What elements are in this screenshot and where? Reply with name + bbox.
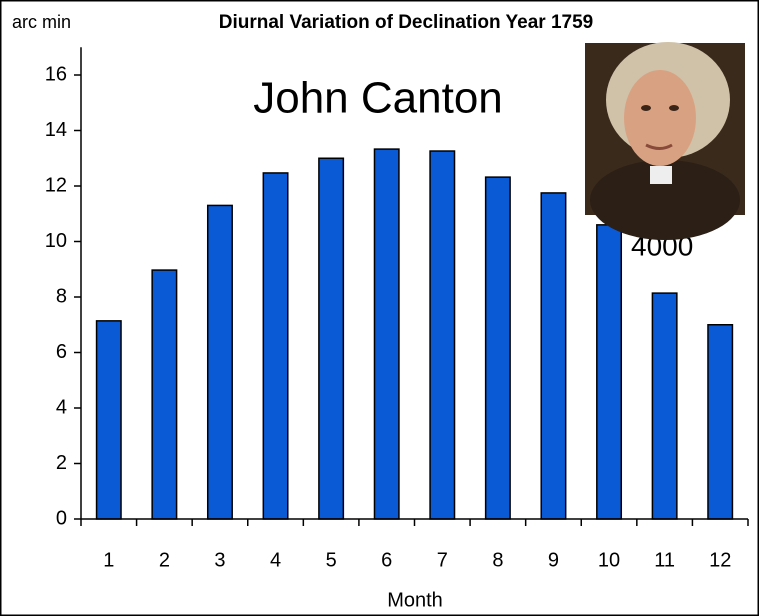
y-tick-label: 10 [45, 230, 67, 252]
x-tick-label: 1 [103, 549, 114, 571]
x-tick-label: 4 [270, 549, 281, 571]
y-tick-label: 4 [56, 396, 67, 418]
y-tick-label: 14 [45, 119, 67, 141]
bar [206, 204, 233, 520]
x-tick-label: 12 [709, 549, 731, 571]
portrait [585, 42, 745, 240]
bar [707, 324, 734, 520]
bar [318, 157, 345, 520]
y-tick-label: 16 [45, 63, 67, 85]
bar [95, 320, 122, 520]
x-tick-label: 10 [598, 549, 620, 571]
x-tick-label: 2 [159, 549, 170, 571]
bar [596, 224, 623, 520]
x-tick-label: 8 [492, 549, 503, 571]
x-tick-label: 7 [437, 549, 448, 571]
y-tick-label: 8 [56, 285, 67, 307]
bar [484, 176, 511, 520]
bar [429, 150, 456, 520]
bar [151, 269, 178, 520]
chart-title: Diurnal Variation of Declination Year 17… [219, 12, 594, 33]
bar [651, 292, 678, 520]
bar [540, 192, 567, 520]
x-axis-label: Month [387, 589, 443, 611]
x-tick-label: 3 [214, 549, 225, 571]
y-tick-label: 6 [56, 341, 67, 363]
bar [373, 148, 400, 520]
y-axis-label: arc min [12, 12, 71, 32]
y-tick-label: 12 [45, 174, 67, 196]
y-tick-label: 0 [56, 507, 67, 529]
bar [262, 172, 289, 520]
x-tick-label: 6 [381, 549, 392, 571]
annotation: John Canton [253, 74, 503, 123]
x-tick-label: 11 [654, 549, 675, 571]
x-tick-label: 5 [326, 549, 337, 571]
x-tick-label: 9 [548, 549, 559, 571]
y-tick-label: 2 [56, 452, 67, 474]
